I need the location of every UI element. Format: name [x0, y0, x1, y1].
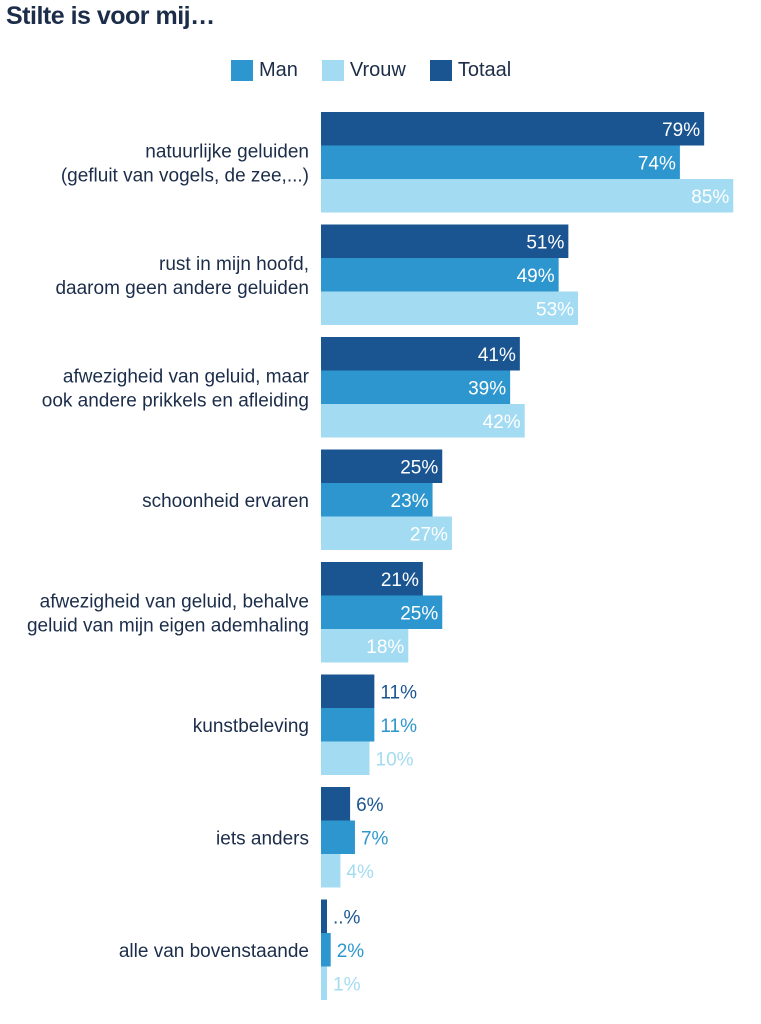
bar-man — [321, 820, 355, 854]
bar-totaal — [321, 112, 705, 146]
bar-value-label-man: 74% — [638, 153, 676, 174]
category-label: afwezigheid van geluid, behalve geluid va… — [27, 591, 309, 636]
bar-group-cat-4: schoonheid ervaren 25% 23% 27% — [142, 449, 452, 550]
chart-legend: Man Vrouw Totaal — [231, 57, 535, 83]
category-label-line: alle van bovenstaande — [119, 941, 309, 962]
category-label: alle van bovenstaande — [119, 941, 309, 962]
bar-group-cat-7: iets anders 6% 7% 4% — [216, 787, 389, 888]
bar-value-label-totaal: ..% — [333, 907, 361, 928]
bar-man — [321, 145, 680, 179]
bar-totaal — [321, 899, 327, 933]
bar-value-label-totaal: 79% — [662, 120, 700, 141]
category-label: schoonheid ervaren — [142, 491, 309, 512]
legend-label-vrouw: Vrouw — [349, 58, 406, 81]
bar-man — [321, 370, 511, 404]
category-label-line: afwezigheid van geluid, maar — [63, 366, 310, 387]
bar-value-label-vrouw: 1% — [333, 974, 361, 995]
legend-item-man: Man — [231, 59, 298, 82]
bar-man — [321, 483, 433, 517]
bar-value-label-man: 49% — [517, 266, 555, 287]
bar-value-label-man: 2% — [337, 941, 365, 962]
bar-vrouw — [321, 516, 452, 550]
bar-value-label-totaal: 11% — [380, 682, 417, 703]
bar-vrouw — [321, 179, 734, 213]
bar-value-label-totaal: 51% — [526, 232, 564, 253]
bar-group-cat-2: rust in mijn hoofd, daarom geen andere ge… — [55, 224, 579, 325]
bar-value-label-totaal: 21% — [381, 570, 419, 591]
bar-group-cat-1: natuurlijke geluiden (gefluit van vogels,… — [61, 112, 734, 213]
category-label: natuurlijke geluiden (gefluit van vogels,… — [61, 141, 309, 186]
legend-label-man: Man — [259, 58, 298, 81]
bar-value-label-man: 25% — [400, 603, 438, 624]
bar-vrouw — [321, 741, 370, 775]
bar-totaal — [321, 224, 569, 258]
bar-vrouw — [321, 404, 525, 438]
category-label: kunstbeleving — [193, 716, 309, 737]
bar-vrouw — [321, 966, 327, 1000]
bar-value-label-vrouw: 27% — [410, 524, 448, 545]
category-label-line: afwezigheid van geluid, behalve — [40, 591, 309, 612]
bar-group-cat-8: alle van bovenstaande..% 2% 1% — [119, 899, 365, 1000]
category-label-line: kunstbeleving — [193, 716, 309, 737]
legend-swatch-totaal — [429, 59, 452, 81]
category-label-line: geluid van mijn eigen ademhaling — [27, 615, 309, 636]
bar-value-label-totaal: 6% — [356, 795, 384, 816]
legend-item-vrouw: Vrouw — [321, 58, 406, 82]
bar-value-label-man: 11% — [380, 716, 417, 737]
bar-vrouw — [321, 629, 409, 663]
category-label-line: daarom geen andere geluiden — [55, 278, 309, 299]
legend-item-totaal: Totaal — [429, 58, 512, 82]
category-label-line: rust in mijn hoofd, — [159, 254, 309, 275]
bar-value-label-vrouw: 42% — [483, 412, 521, 433]
category-label-line: schoonheid ervaren — [142, 491, 309, 512]
legend-label-totaal: Totaal — [457, 58, 512, 81]
bar-vrouw — [321, 291, 579, 325]
legend-swatch-man — [231, 59, 253, 81]
category-label: rust in mijn hoofd, daarom geen andere ge… — [55, 254, 309, 299]
bar-totaal — [321, 562, 423, 596]
bar-totaal — [321, 674, 375, 708]
legend-swatch-vrouw — [321, 59, 344, 81]
bar-value-label-vrouw: 85% — [691, 187, 729, 208]
bar-value-label-vrouw: 53% — [536, 299, 574, 320]
bar-value-label-man: 23% — [391, 491, 429, 512]
bar-totaal — [321, 787, 351, 821]
bar-group-cat-3: afwezigheid van geluid, maar ook andere p… — [42, 337, 525, 438]
bar-totaal — [321, 337, 520, 371]
bar-man — [321, 933, 331, 967]
bar-value-label-man: 7% — [361, 828, 389, 849]
category-label: iets anders — [216, 828, 309, 849]
chart-title: Stilte is voor mij… — [6, 2, 215, 30]
category-label-line: (gefluit van vogels, de zee,...) — [61, 165, 309, 186]
bar-value-label-totaal: 41% — [478, 345, 516, 366]
bar-man — [321, 258, 559, 292]
bar-man — [321, 708, 375, 742]
bar-value-label-man: 39% — [468, 378, 506, 399]
bar-vrouw — [321, 854, 341, 888]
category-label-line: natuurlijke geluiden — [145, 141, 309, 162]
bar-value-label-totaal: 25% — [400, 457, 438, 478]
bar-value-label-vrouw: 10% — [376, 749, 414, 770]
category-label-line: iets anders — [216, 828, 309, 849]
bar-man — [321, 595, 443, 629]
bar-value-label-vrouw: 4% — [346, 862, 374, 883]
category-label-line: ook andere prikkels en afleiding — [42, 390, 309, 411]
bar-totaal — [321, 449, 443, 483]
bar-value-label-vrouw: 18% — [366, 637, 404, 658]
bar-group-cat-5: afwezigheid van geluid, behalve geluid va… — [27, 562, 443, 663]
category-label: afwezigheid van geluid, maar ook andere p… — [42, 366, 310, 411]
bar-group-cat-6: kunstbeleving 11% 11% 10% — [193, 674, 417, 775]
